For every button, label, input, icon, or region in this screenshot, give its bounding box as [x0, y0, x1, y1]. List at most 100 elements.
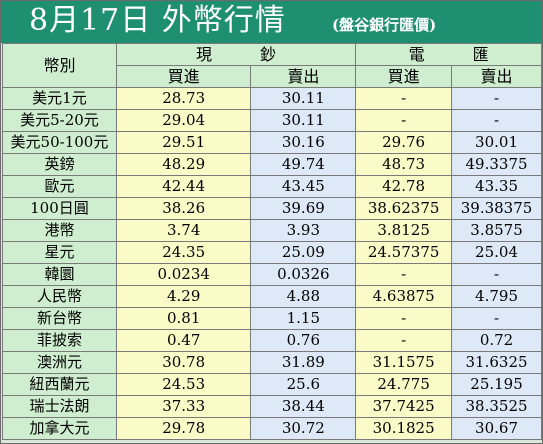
cash-buy-cell: 24.53 [115, 373, 252, 396]
wire-buy-cell: - [355, 109, 453, 132]
wire-group-header: 電 匯 [355, 43, 542, 66]
currency-name-cell: 加拿大元 [2, 417, 117, 440]
table-row: 韓圜 0.0234 0.0326- - [2, 263, 542, 286]
wire-sell-cell: - [451, 87, 542, 110]
wire-buy-cell: 4.63875 [355, 285, 453, 308]
wire-sell-header: 賣出 [451, 65, 542, 88]
wire-sell-cell: 43.35 [451, 175, 542, 198]
cash-sell-cell: 39.69 [250, 197, 357, 220]
wire-sell-cell: - [451, 307, 542, 330]
cash-sell-cell: 0.0326 [250, 263, 357, 286]
table-row: 美元5-20元 29.04 30.11- - [2, 109, 542, 132]
wire-sell-cell: 25.195 [451, 373, 542, 396]
table-row: 瑞士法朗 37.33 38.44 37.7425 38.3525 [2, 395, 542, 418]
wire-sell-cell: 0.72 [451, 329, 542, 352]
cash-buy-cell: 38.26 [115, 197, 252, 220]
cash-sell-cell: 49.74 [250, 153, 357, 176]
table-row: 星元 24.35 25.09 24.57375 25.04 [2, 241, 542, 264]
cash-sell-cell: 0.76 [250, 329, 357, 352]
currency-name-cell: 英鎊 [2, 153, 117, 176]
table-row: 港幣 3.74 3.93 3.8125 3.8575 [2, 219, 542, 242]
wire-buy-cell: 29.76 [355, 131, 453, 154]
wire-buy-header: 買進 [355, 65, 453, 88]
cash-buy-cell: 29.78 [115, 417, 252, 440]
cash-sell-cell: 30.16 [250, 131, 357, 154]
cash-sell-cell: 1.15 [250, 307, 357, 330]
wire-sell-cell: 30.67 [451, 417, 542, 440]
table-row: 人民幣 4.29 4.88 4.63875 4.795 [2, 285, 542, 308]
table-row: 新台幣 0.81 1.15- - [2, 307, 542, 330]
currency-name-cell: 星元 [2, 241, 117, 264]
cash-buy-cell: 24.35 [115, 241, 252, 264]
currency-name-cell: 澳洲元 [2, 351, 117, 374]
currency-name-cell: 人民幣 [2, 285, 117, 308]
currency-name-cell: 美元1元 [2, 87, 117, 110]
table-row: 菲披索 0.47 0.76-0.72 [2, 329, 542, 352]
currency-name-cell: 瑞士法朗 [2, 395, 117, 418]
cash-buy-cell: 0.47 [115, 329, 252, 352]
wire-buy-cell: 30.1825 [355, 417, 453, 440]
cash-sell-cell: 4.88 [250, 285, 357, 308]
wire-sell-cell: - [451, 263, 542, 286]
cash-sell-cell: 30.11 [250, 87, 357, 110]
table-row: 100日圓 38.26 39.69 38.62375 39.38375 [2, 197, 542, 220]
wire-sell-cell: 38.3525 [451, 395, 542, 418]
table-row: 英鎊 48.29 49.74 48.73 49.3375 [2, 153, 542, 176]
page-title: 8月17日 外幣行情 [29, 3, 286, 38]
wire-buy-cell: 3.8125 [355, 219, 453, 242]
cash-buy-cell: 4.29 [115, 285, 252, 308]
wire-buy-cell: 24.57375 [355, 241, 453, 264]
cash-buy-cell: 42.44 [115, 175, 252, 198]
wire-buy-cell: 38.62375 [355, 197, 453, 220]
wire-buy-cell: - [355, 87, 453, 110]
cash-group-header: 現 鈔 [115, 43, 357, 66]
cash-buy-cell: 48.29 [115, 153, 252, 176]
currency-name-cell: 歐元 [2, 175, 117, 198]
cash-buy-cell: 29.51 [115, 131, 252, 154]
cash-buy-cell: 37.33 [115, 395, 252, 418]
wire-buy-cell: - [355, 307, 453, 330]
wire-sell-cell: - [451, 109, 542, 132]
bank-source-label: (盤谷銀行匯價) [332, 16, 437, 34]
currency-name-cell: 菲披索 [2, 329, 117, 352]
wire-sell-cell: 30.01 [451, 131, 542, 154]
wire-sell-cell: 39.38375 [451, 197, 542, 220]
cash-sell-cell: 25.09 [250, 241, 357, 264]
cash-buy-cell: 0.0234 [115, 263, 252, 286]
cash-sell-header: 賣出 [250, 65, 357, 88]
cash-buy-header: 買進 [115, 65, 252, 88]
cash-sell-cell: 43.45 [250, 175, 357, 198]
table-row: 加拿大元 29.78 30.72 30.1825 30.67 [2, 417, 542, 440]
cash-sell-cell: 30.11 [250, 109, 357, 132]
cash-buy-cell: 3.74 [115, 219, 252, 242]
title-bar: 8月17日 外幣行情 (盤谷銀行匯價) [1, 1, 542, 43]
table-row: 美元1元 28.73 30.11- - [2, 87, 542, 110]
cash-sell-cell: 31.89 [250, 351, 357, 374]
wire-buy-cell: 37.7425 [355, 395, 453, 418]
currency-name-cell: 港幣 [2, 219, 117, 242]
cash-buy-cell: 0.81 [115, 307, 252, 330]
wire-sell-cell: 31.6325 [451, 351, 542, 374]
wire-sell-cell: 3.8575 [451, 219, 542, 242]
wire-buy-cell: 48.73 [355, 153, 453, 176]
table-row: 紐西蘭元 24.53 25.6 24.775 25.195 [2, 373, 542, 396]
wire-buy-cell: - [355, 263, 453, 286]
cash-buy-cell: 29.04 [115, 109, 252, 132]
cash-sell-cell: 30.72 [250, 417, 357, 440]
wire-sell-cell: 4.795 [451, 285, 542, 308]
wire-sell-cell: 25.04 [451, 241, 542, 264]
currency-name-cell: 美元50-100元 [2, 131, 117, 154]
currency-column-header: 幣別 [2, 43, 117, 88]
wire-buy-cell: 42.78 [355, 175, 453, 198]
exchange-rate-table: 幣別 現 鈔 電 匯 買進 賣出 買進 賣出 美元1元 28.73 30.11- - 美… [2, 43, 542, 440]
currency-name-cell: 100日圓 [2, 197, 117, 220]
wire-buy-cell: 24.775 [355, 373, 453, 396]
wire-buy-cell: 31.1575 [355, 351, 453, 374]
cash-sell-cell: 25.6 [250, 373, 357, 396]
table-row: 美元50-100元 29.51 30.16 29.76 30.01 [2, 131, 542, 154]
cash-buy-cell: 30.78 [115, 351, 252, 374]
table-row: 歐元 42.44 43.45 42.78 43.35 [2, 175, 542, 198]
cash-buy-cell: 28.73 [115, 87, 252, 110]
wire-sell-cell: 49.3375 [451, 153, 542, 176]
